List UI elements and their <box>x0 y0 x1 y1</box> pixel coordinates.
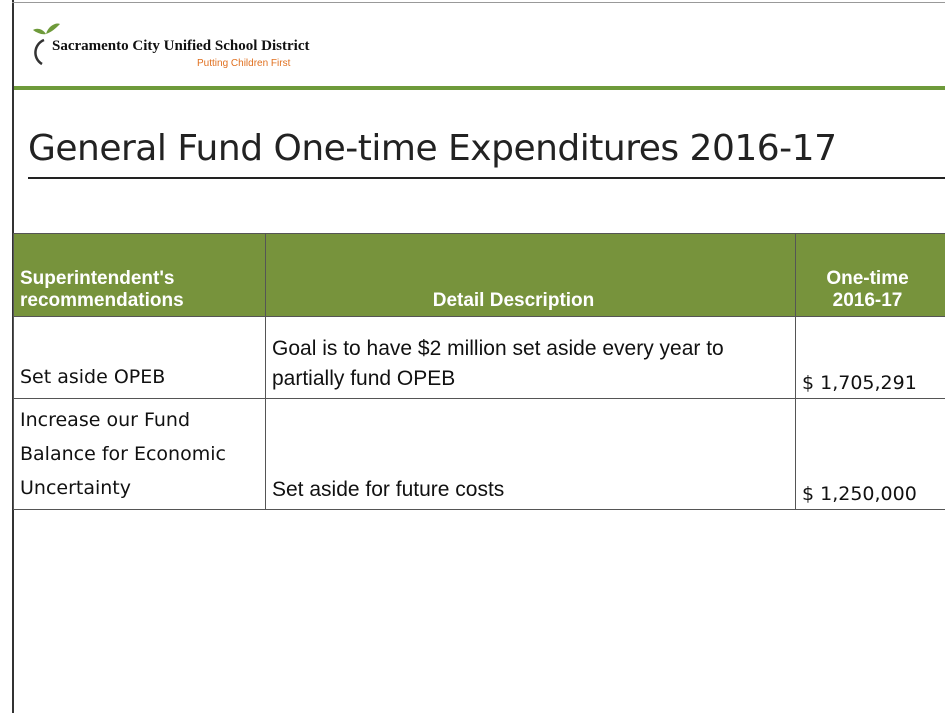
table-cell: $ 1,705,291 <box>795 316 945 399</box>
header-row: Superintendent's recommendations Detail D… <box>13 233 945 317</box>
column-header: Superintendent's recommendations <box>13 233 266 317</box>
table-cell: Goal is to have $2 million set aside eve… <box>265 316 796 399</box>
logo-icon <box>33 23 60 66</box>
expenditure-table: Superintendent's recommendations Detail D… <box>13 233 945 510</box>
top-rule <box>12 2 945 3</box>
header-rule <box>14 86 945 90</box>
table-cell: Increase our Fund Balance for Economic U… <box>13 398 266 510</box>
table-header: Superintendent's recommendations Detail D… <box>13 233 945 317</box>
table-row: Set aside OPEB Goal is to have $2 million… <box>13 316 945 399</box>
organization-name: Sacramento City Unified School District <box>52 38 310 54</box>
column-header: One-time 2016-17 <box>795 233 945 317</box>
table-cell: Set aside OPEB <box>13 316 266 399</box>
tagline: Putting Children First <box>197 58 291 69</box>
table-row: Increase our Fund Balance for Economic U… <box>13 398 945 510</box>
table-body: Set aside OPEB Goal is to have $2 million… <box>13 316 945 510</box>
table-cell: $ 1,250,000 <box>795 398 945 510</box>
column-header: Detail Description <box>265 233 796 317</box>
slide-title: General Fund One-time Expenditures 2016-… <box>28 128 837 169</box>
title-underline <box>28 177 945 179</box>
table-cell: Set aside for future costs <box>265 398 796 510</box>
